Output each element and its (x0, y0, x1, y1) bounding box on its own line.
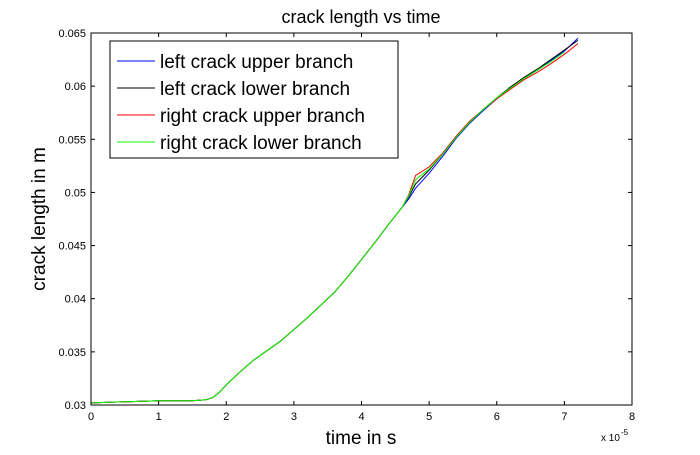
y-tick-label: 0.065 (58, 28, 86, 40)
chart-title: crack length vs time (281, 7, 440, 27)
legend-box (109, 40, 399, 159)
x-multiplier-base: x 10 (601, 433, 620, 444)
y-tick-label: 0.045 (58, 241, 86, 253)
x-tick-label: 8 (629, 411, 635, 423)
series-layer (90, 37, 579, 404)
y-tick-label: 0.05 (65, 187, 86, 199)
series-line-4 (90, 51, 565, 404)
legend-label-3: right crack upper branch (160, 106, 365, 127)
y-tick-label: 0.06 (65, 81, 86, 93)
x-tick-label: 5 (426, 411, 432, 423)
y-tick-label: 0.03 (65, 400, 86, 412)
x-tick-label: 7 (561, 411, 567, 423)
x-axis: 0 1 2 3 4 5 6 7 8 (88, 33, 635, 423)
y-tick-label: 0.035 (58, 347, 86, 359)
x-tick-label: 1 (156, 411, 162, 423)
x-tick-label: 4 (358, 411, 364, 423)
x-tick-label: 2 (223, 411, 229, 423)
x-tick-label: 0 (88, 411, 94, 423)
legend-label-4: right crack lower branch (160, 133, 362, 154)
x-axis-multiplier: x 10 -5 (601, 428, 629, 444)
legend-label-2: left crack lower branch (160, 79, 350, 100)
y-axis: 0.03 0.035 0.04 0.045 0.05 0.055 0.06 0.065 (58, 28, 632, 412)
x-tick-label: 6 (494, 411, 500, 423)
y-tick-label: 0.055 (58, 134, 86, 146)
x-tick-label: 3 (291, 411, 297, 423)
legend-label-1: left crack upper branch (160, 52, 353, 73)
y-axis-label: crack length in m (29, 147, 50, 291)
x-multiplier-exponent: -5 (621, 428, 629, 437)
legend: left crack upper branch left crack lower … (109, 40, 399, 159)
y-tick-label: 0.04 (65, 294, 86, 306)
x-axis-label: time in s (326, 428, 397, 449)
